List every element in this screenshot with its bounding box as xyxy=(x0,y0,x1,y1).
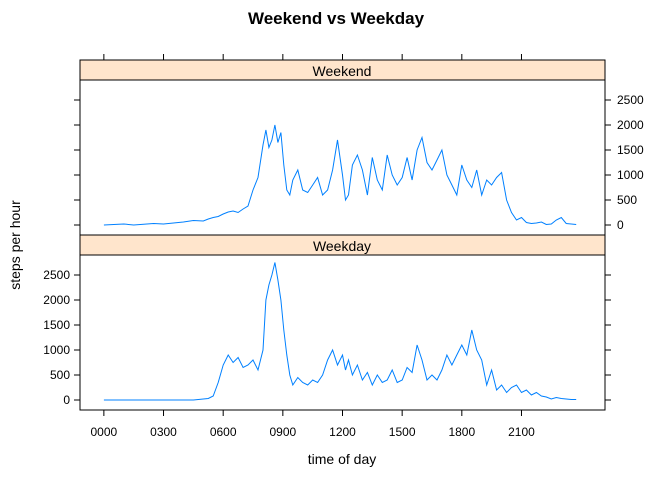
y-tick-label-weekday: 500 xyxy=(50,368,70,382)
x-tick-label: 0900 xyxy=(269,425,296,439)
y-tick-label-weekend: 500 xyxy=(617,193,637,207)
x-tick-label: 2100 xyxy=(508,425,535,439)
y-tick-label-weekend: 1000 xyxy=(617,168,644,182)
y-tick-label-weekday: 2500 xyxy=(43,268,70,282)
x-tick-label: 1800 xyxy=(448,425,475,439)
x-tick-label: 0300 xyxy=(150,425,177,439)
x-axis-label: time of day xyxy=(308,451,376,467)
panel-weekend: Weekend xyxy=(79,59,606,236)
y-axis-label: steps per hour xyxy=(7,200,23,290)
strip-label-weekend: Weekend xyxy=(313,63,372,79)
panel-frame-weekday xyxy=(79,254,606,411)
y-tick-label-weekday: 0 xyxy=(63,393,70,407)
axes: 0000 0300 0600 0900 1200 1500 1800 2100 0 500 1000… xyxy=(43,54,644,439)
series-line-weekday xyxy=(103,262,577,401)
x-tick-label: 1500 xyxy=(389,425,416,439)
y-tick-label-weekday: 1000 xyxy=(43,343,70,357)
y-tick-label-weekend: 2500 xyxy=(617,93,644,107)
x-tick-label: 0000 xyxy=(91,425,118,439)
y-tick-label-weekday: 1500 xyxy=(43,318,70,332)
panel-frame-weekend xyxy=(79,79,606,236)
y-tick-label-weekday: 2000 xyxy=(43,293,70,307)
chart-title: Weekend vs Weekday xyxy=(248,9,425,28)
y-tick-label-weekend: 2000 xyxy=(617,118,644,132)
x-tick-label: 0600 xyxy=(210,425,237,439)
y-tick-label-weekend: 0 xyxy=(617,218,624,232)
strip-label-weekday: Weekday xyxy=(313,238,371,254)
x-tick-label: 1200 xyxy=(329,425,356,439)
series-line-weekend xyxy=(103,124,577,226)
panel-weekday: Weekday xyxy=(79,234,606,411)
y-tick-label-weekend: 1500 xyxy=(617,143,644,157)
